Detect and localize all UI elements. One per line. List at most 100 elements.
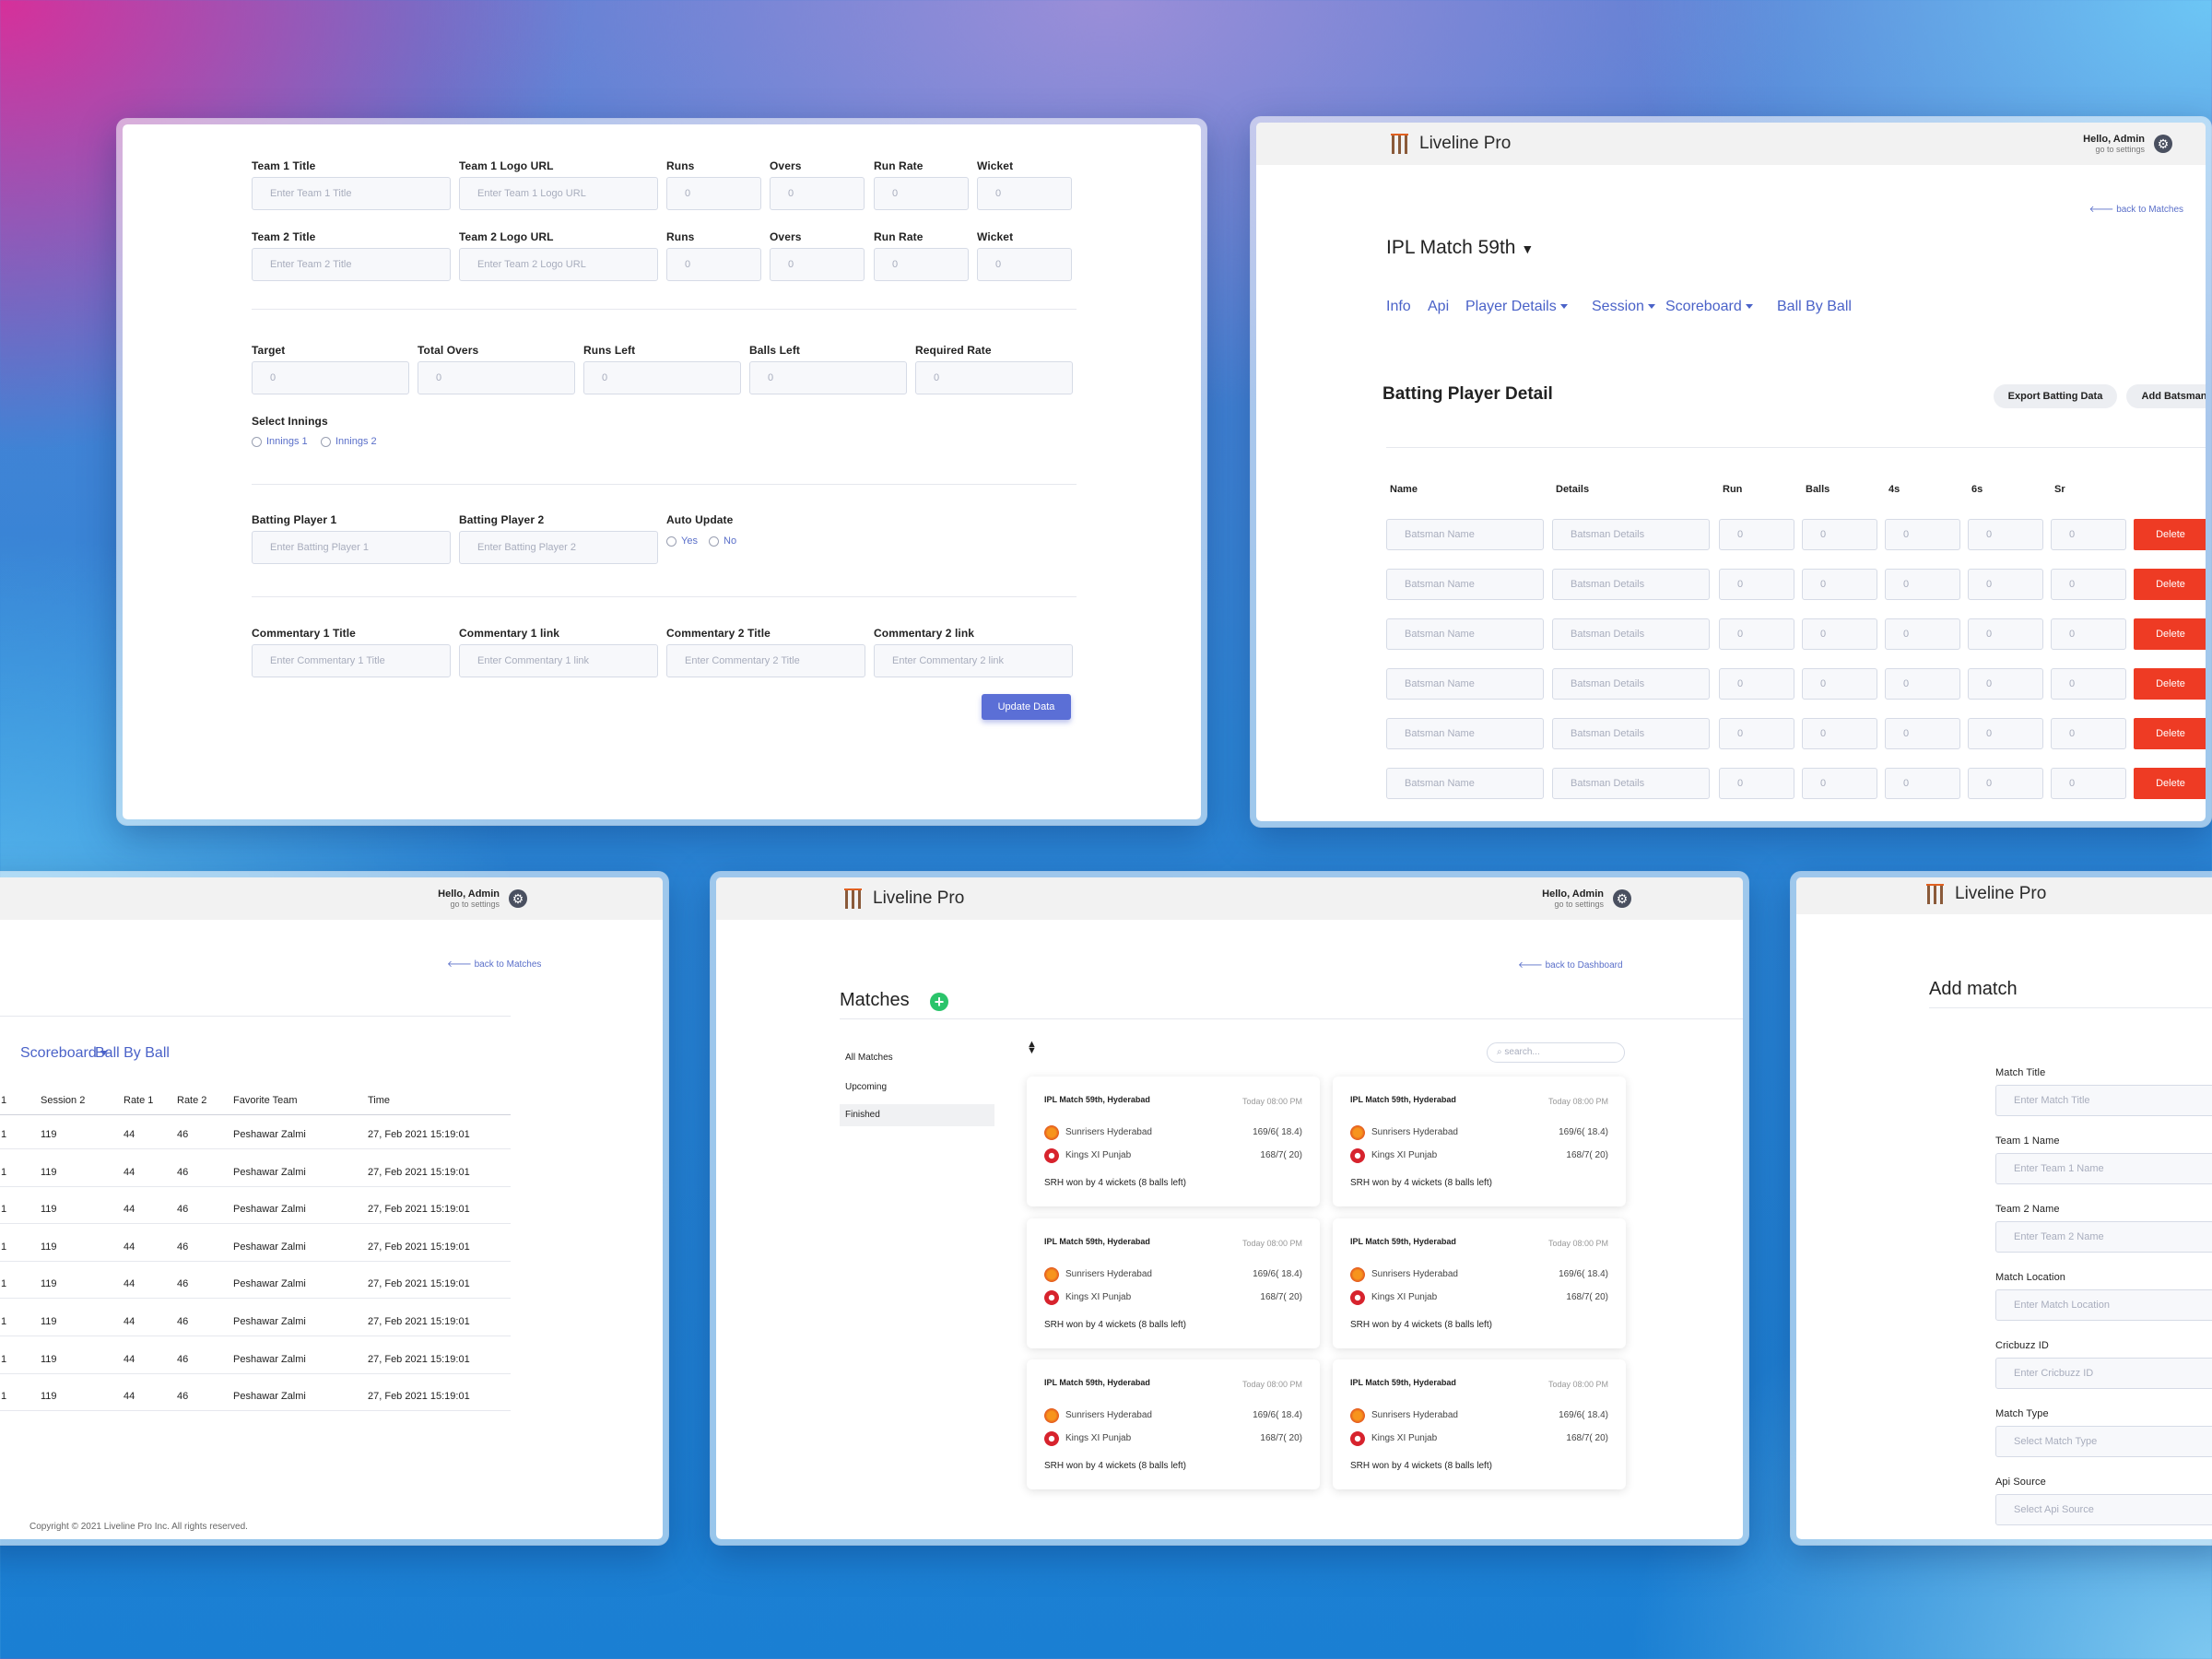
stat-input[interactable]: 0: [1802, 718, 1877, 749]
stat-input[interactable]: 0: [1885, 618, 1960, 650]
team2-rate-input[interactable]: 0: [874, 248, 969, 281]
auto-yes-radio[interactable]: Yes: [666, 535, 698, 547]
field-input[interactable]: Select Match Type: [1995, 1426, 2212, 1457]
stat-input[interactable]: 0: [2051, 519, 2126, 550]
batsman-name-input[interactable]: Batsman Name: [1386, 519, 1544, 550]
batsman-details-input[interactable]: Batsman Details: [1552, 519, 1710, 550]
batsman-details-input[interactable]: Batsman Details: [1552, 668, 1710, 700]
stat-input[interactable]: 0: [1968, 718, 2043, 749]
tab-ball-by-ball[interactable]: Ball By Ball: [95, 1045, 170, 1061]
gear-icon[interactable]: ⚙: [1613, 889, 1631, 908]
field-input[interactable]: Select Api Source: [1995, 1494, 2212, 1525]
batting1-input[interactable]: Enter Batting Player 1: [252, 531, 451, 564]
stat-input[interactable]: 0: [2051, 718, 2126, 749]
comm2-title-input[interactable]: Enter Commentary 2 Title: [666, 644, 865, 677]
user-greeting[interactable]: Hello, Admin go to settings: [1542, 888, 1604, 909]
stat-input[interactable]: 0: [1719, 768, 1794, 799]
team1-wicket-input[interactable]: 0: [977, 177, 1072, 210]
stat-input[interactable]: 0: [2051, 618, 2126, 650]
batsman-details-input[interactable]: Batsman Details: [1552, 618, 1710, 650]
team2-overs-input[interactable]: 0: [770, 248, 865, 281]
team2-logo-input[interactable]: Enter Team 2 Logo URL: [459, 248, 658, 281]
match-card[interactable]: IPL Match 59th, Hyderabad Today 08:00 PM S…: [1027, 1359, 1320, 1489]
team1-rate-input[interactable]: 0: [874, 177, 969, 210]
stat-input[interactable]: 0: [2051, 569, 2126, 600]
stat-input[interactable]: 0: [1719, 718, 1794, 749]
user-greeting[interactable]: Hello, Admin go to settings: [2083, 134, 2145, 154]
stat-input[interactable]: 0: [1968, 768, 2043, 799]
stat-input[interactable]: 0: [1719, 618, 1794, 650]
team1-title-input[interactable]: Enter Team 1 Title: [252, 177, 451, 210]
gear-icon[interactable]: ⚙: [509, 889, 527, 908]
delete-button[interactable]: Delete: [2134, 768, 2206, 799]
settings-link[interactable]: go to settings: [1554, 900, 1604, 909]
stat-input[interactable]: 0: [1885, 668, 1960, 700]
stat-input[interactable]: 0: [1802, 569, 1877, 600]
auto-no-radio[interactable]: No: [709, 535, 736, 547]
batsman-name-input[interactable]: Batsman Name: [1386, 618, 1544, 650]
match-card[interactable]: IPL Match 59th, Hyderabad Today 08:00 PM S…: [1333, 1077, 1626, 1206]
batsman-name-input[interactable]: Batsman Name: [1386, 768, 1544, 799]
export-batting-button[interactable]: Export Batting Data: [1994, 384, 2117, 408]
target-input[interactable]: 0: [252, 361, 409, 394]
team1-runs-input[interactable]: 0: [666, 177, 761, 210]
stat-input[interactable]: 0: [1719, 569, 1794, 600]
stat-input[interactable]: 0: [1719, 668, 1794, 700]
settings-link[interactable]: go to settings: [2095, 145, 2145, 154]
tab-session[interactable]: Session: [1592, 299, 1655, 315]
delete-button[interactable]: Delete: [2134, 668, 2206, 700]
delete-button[interactable]: Delete: [2134, 569, 2206, 600]
tab-api[interactable]: Api: [1428, 299, 1450, 314]
stat-input[interactable]: 0: [1885, 519, 1960, 550]
delete-button[interactable]: Delete: [2134, 618, 2206, 650]
sort-icon[interactable]: ▲ ▼: [1027, 1039, 1037, 1056]
stat-input[interactable]: 0: [2051, 768, 2126, 799]
match-title-dropdown[interactable]: IPL Match 59th ▼: [1386, 237, 1534, 259]
field-input[interactable]: Enter Match Title: [1995, 1085, 2212, 1116]
team2-title-input[interactable]: Enter Team 2 Title: [252, 248, 451, 281]
delete-button[interactable]: Delete: [2134, 519, 2206, 550]
batsman-details-input[interactable]: Batsman Details: [1552, 569, 1710, 600]
field-input[interactable]: Enter Match Location: [1995, 1289, 2212, 1321]
balls-left-input[interactable]: 0: [749, 361, 907, 394]
filter-finished[interactable]: Finished: [840, 1104, 994, 1126]
team2-runs-input[interactable]: 0: [666, 248, 761, 281]
stat-input[interactable]: 0: [1885, 718, 1960, 749]
comm1-link-input[interactable]: Enter Commentary 1 link: [459, 644, 658, 677]
match-card[interactable]: IPL Match 59th, Hyderabad Today 08:00 PM S…: [1027, 1218, 1320, 1348]
innings1-radio[interactable]: Innings 1: [252, 436, 308, 447]
tab-scoreboard[interactable]: Scoreboard: [1665, 299, 1753, 315]
tab-scoreboard[interactable]: Scoreboard: [20, 1045, 108, 1062]
tab-info[interactable]: Info: [1386, 299, 1411, 314]
filter-all-matches[interactable]: All Matches: [845, 1053, 893, 1063]
user-greeting[interactable]: Hello, Admin go to settings: [438, 888, 500, 909]
tab-player-details[interactable]: Player Details: [1465, 299, 1568, 315]
stat-input[interactable]: 0: [1802, 668, 1877, 700]
stat-input[interactable]: 0: [2051, 668, 2126, 700]
total-overs-input[interactable]: 0: [418, 361, 575, 394]
field-input[interactable]: Enter Team 1 Name: [1995, 1153, 2212, 1184]
batting2-input[interactable]: Enter Batting Player 2: [459, 531, 658, 564]
batsman-details-input[interactable]: Batsman Details: [1552, 768, 1710, 799]
back-to-matches-link[interactable]: 🡐 back to Matches: [2088, 205, 2183, 215]
stat-input[interactable]: 0: [1802, 618, 1877, 650]
batsman-details-input[interactable]: Batsman Details: [1552, 718, 1710, 749]
stat-input[interactable]: 0: [1885, 569, 1960, 600]
stat-input[interactable]: 0: [1968, 668, 2043, 700]
delete-button[interactable]: Delete: [2134, 718, 2206, 749]
tab-ball-by-ball[interactable]: Ball By Ball: [1777, 299, 1852, 314]
stat-input[interactable]: 0: [1968, 519, 2043, 550]
stat-input[interactable]: 0: [1968, 618, 2043, 650]
required-rate-input[interactable]: 0: [915, 361, 1073, 394]
stat-input[interactable]: 0: [1968, 569, 2043, 600]
comm1-title-input[interactable]: Enter Commentary 1 Title: [252, 644, 451, 677]
filter-upcoming[interactable]: Upcoming: [845, 1082, 888, 1092]
team1-overs-input[interactable]: 0: [770, 177, 865, 210]
stat-input[interactable]: 0: [1802, 519, 1877, 550]
match-card[interactable]: IPL Match 59th, Hyderabad Today 08:00 PM S…: [1333, 1359, 1626, 1489]
add-match-icon[interactable]: +: [930, 993, 948, 1011]
batsman-name-input[interactable]: Batsman Name: [1386, 718, 1544, 749]
match-card[interactable]: IPL Match 59th, Hyderabad Today 08:00 PM S…: [1027, 1077, 1320, 1206]
team2-wicket-input[interactable]: 0: [977, 248, 1072, 281]
search-input[interactable]: ⌕ search...: [1487, 1042, 1625, 1063]
